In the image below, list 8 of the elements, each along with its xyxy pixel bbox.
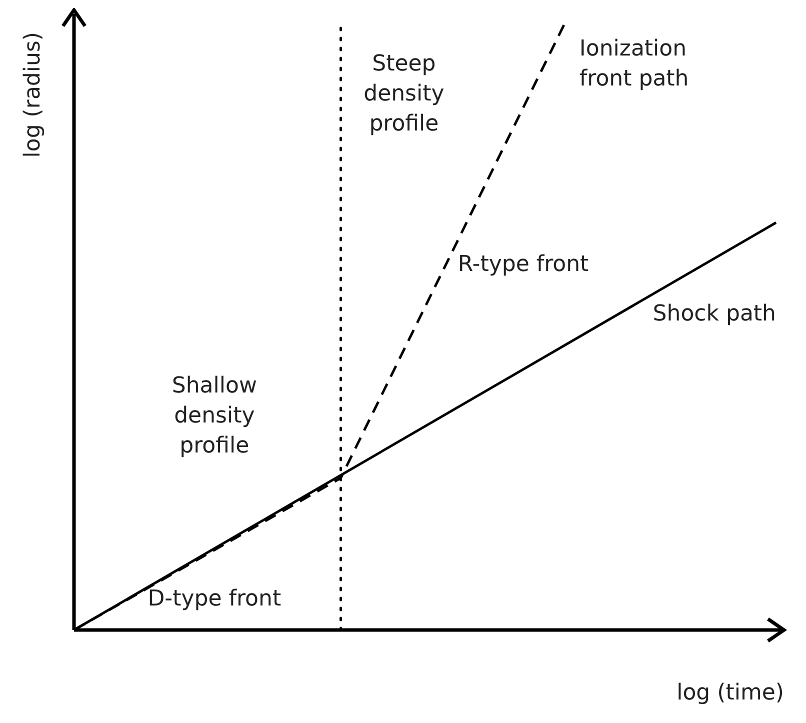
y-axis-title: log (radius) [20, 32, 46, 158]
annotation: Shallow density profile [172, 374, 257, 459]
x-axis-title: log (time) [676, 680, 784, 706]
series-label: Shock path [652, 301, 776, 326]
series-label: Ionization front path [579, 36, 689, 92]
annotation: R-type front [458, 252, 590, 277]
annotation: D-type front [148, 586, 282, 612]
annotation: Steep density profile [364, 51, 444, 136]
